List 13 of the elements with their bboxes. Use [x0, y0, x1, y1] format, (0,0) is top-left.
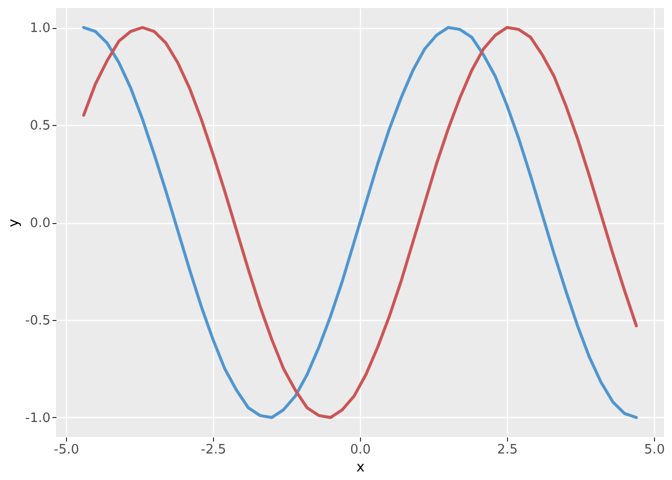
- line-series: [82, 26, 638, 419]
- x-tick-label: 5.0: [644, 442, 665, 458]
- y-tick-label: 0.0: [30, 216, 50, 231]
- y-axis-title: y: [6, 218, 22, 228]
- y-tick-label: 0.5: [30, 118, 50, 134]
- y-tick-label: -0.5: [25, 314, 50, 328]
- x-tick-label: 2.5: [497, 442, 518, 458]
- x-axis-title: x: [356, 460, 365, 476]
- x-tick-label: 0.0: [350, 442, 371, 458]
- x-tick-label: -2.5: [200, 442, 226, 458]
- y-tick-label: -1.0: [25, 411, 50, 426]
- y-tick-label: 1.0: [30, 21, 50, 36]
- x-tick-label: -5.0: [54, 442, 80, 458]
